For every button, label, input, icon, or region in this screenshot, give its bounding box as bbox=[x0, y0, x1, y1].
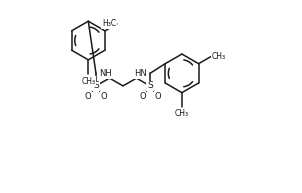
Text: O: O bbox=[100, 92, 107, 101]
Text: O: O bbox=[85, 92, 92, 101]
Text: O: O bbox=[154, 92, 161, 101]
Text: O: O bbox=[139, 92, 146, 101]
Text: H₃C: H₃C bbox=[102, 19, 116, 28]
Text: CH₃: CH₃ bbox=[212, 52, 226, 61]
Text: S: S bbox=[93, 81, 99, 90]
Text: CH₃: CH₃ bbox=[175, 109, 189, 119]
Text: S: S bbox=[147, 81, 153, 90]
Text: NH: NH bbox=[99, 69, 112, 78]
Text: HN: HN bbox=[134, 69, 146, 78]
Text: CH₃: CH₃ bbox=[81, 77, 95, 86]
